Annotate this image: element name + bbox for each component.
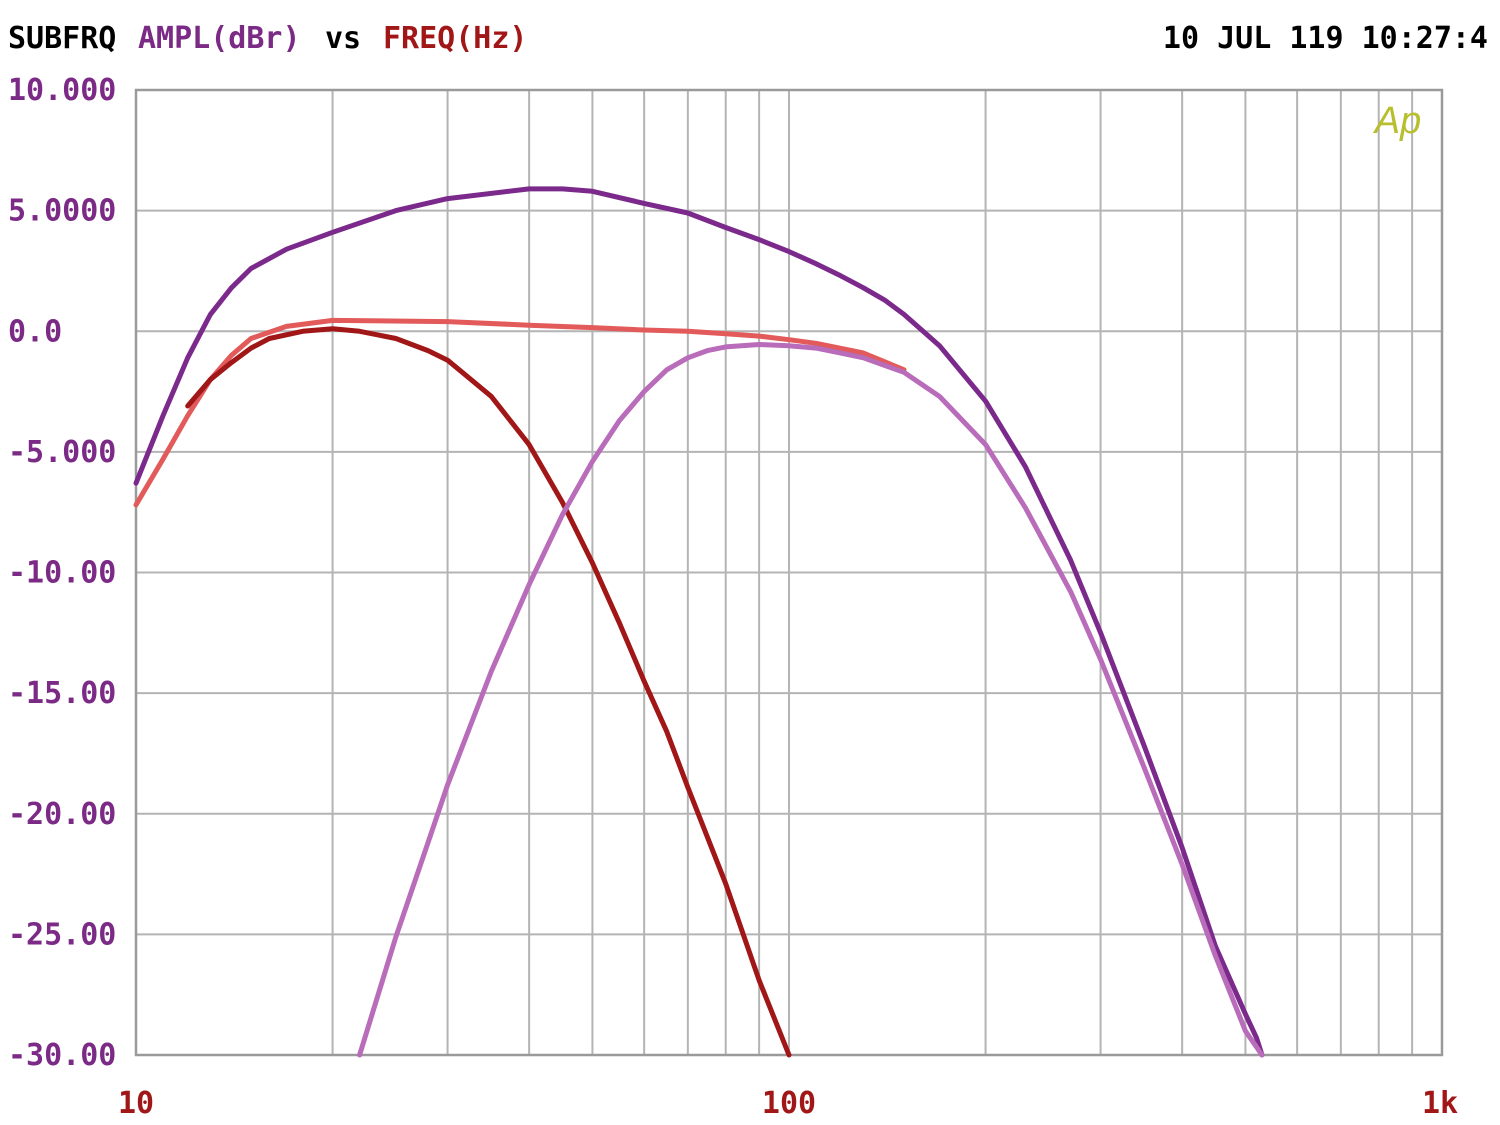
series-line-1 [133,186,1265,1058]
series-layer [133,186,1265,1058]
plot-grid [134,88,1444,1057]
ap-logo: Ap [1373,100,1421,142]
x-tick-label: 100 [762,1086,816,1121]
y-tick-label: 10.000 [8,73,116,108]
header-x-quantity: FREQ(Hz) [383,21,528,56]
series-line-3 [185,326,792,1058]
header-prefix: SUBFRQ [8,21,116,56]
y-tick-label: -5.000 [8,435,116,470]
y-tick-label: -25.00 [8,917,116,952]
header-y-quantity: AMPL(dBr) [138,21,301,56]
chart-header: SUBFRQ AMPL(dBr) vs FREQ(Hz) 10 JUL 119 … [8,21,1488,56]
y-tick-label: 5.0000 [8,194,116,229]
header-timestamp: 10 JUL 119 10:27:4 [1163,21,1488,56]
x-tick-label: 1k [1422,1086,1458,1121]
header-vs: vs [325,21,361,56]
y-tick-label: -30.00 [8,1038,116,1073]
y-tick-label: -15.00 [8,676,116,711]
x-tick-label: 10 [118,1086,154,1121]
y-tick-label: -10.00 [8,556,116,591]
x-axis-labels: 10 100 1k [118,1086,1458,1121]
y-axis-labels: 10.000 5.0000 0.0 -5.000 -10.00 -15.00 -20.00 -… [8,73,116,1073]
y-tick-label: 0.0 [8,314,62,349]
series-line-4 [357,342,1265,1058]
y-tick-label: -20.00 [8,797,116,832]
